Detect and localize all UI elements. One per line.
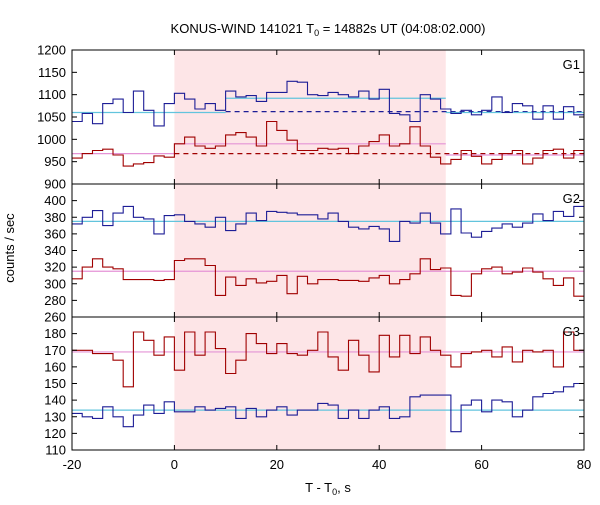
x-axis-label-rest: , s [337,480,351,495]
chart-title-main: KONUS-WIND 141021 T [171,21,315,36]
plot-area: 90095010001050110011501200G1260280300320… [37,43,591,473]
g1-ytick-label: 1000 [37,132,66,147]
xtick-label: 0 [171,457,178,472]
g2-ytick-label: 340 [44,243,66,258]
g1-ytick-label: 950 [44,154,66,169]
g3-ytick-label: 150 [44,376,66,391]
g2-ytick-label: 260 [44,310,66,325]
y-axis-label: counts / sec [2,213,17,283]
chart-title-rest: = 14882s UT (04:08:02.000) [319,21,485,36]
x-axis-label: T - T0, s [305,480,351,497]
g3-ytick-label: 110 [45,443,66,458]
g2-ytick-label: 280 [44,293,66,308]
g1-ytick-label: 1150 [38,65,66,80]
g1-ytick-label: 1100 [38,87,66,102]
g2-ytick-label: 400 [44,193,66,208]
g2-ytick-label: 320 [44,260,66,275]
g3-panel-label: G3 [563,324,580,339]
g2-ytick-label: 300 [44,276,66,291]
g1-series-blue [72,80,584,127]
g2-ytick-label: 380 [44,210,66,225]
g1-series-red [72,120,584,167]
g3-ytick-label: 160 [44,359,66,374]
g3-ytick-label: 140 [44,393,66,408]
xtick-label: 40 [372,457,386,472]
x-axis-label-subscript: 0 [332,487,337,497]
xtick-label: 80 [577,457,591,472]
g1-ytick-label: 1050 [37,110,66,125]
g3-ytick-label: 130 [44,409,66,424]
chart-title: KONUS-WIND 141021 T0 = 14882s UT (04:08:… [171,21,486,38]
g3-series-blue [72,382,584,433]
g1-ytick-label: 1200 [37,43,66,58]
g1-panel-label: G1 [563,57,580,72]
g3-ytick-label: 170 [44,343,66,358]
xtick-label: 60 [474,457,488,472]
chart-title-subscript: 0 [314,28,319,38]
g2-ytick-label: 360 [44,226,66,241]
g2-series-blue [72,205,584,242]
g2-series-red [72,258,584,297]
x-axis-label-main: T - T [305,480,332,495]
g3-series-red [72,331,584,388]
g3-ytick-label: 180 [44,326,66,341]
xtick-label: -20 [63,457,82,472]
g2-panel-label: G2 [563,191,580,206]
xtick-label: 20 [270,457,284,472]
shaded-interval [174,50,446,450]
g1-ytick-label: 900 [44,177,66,192]
g3-ytick-label: 120 [44,426,66,441]
